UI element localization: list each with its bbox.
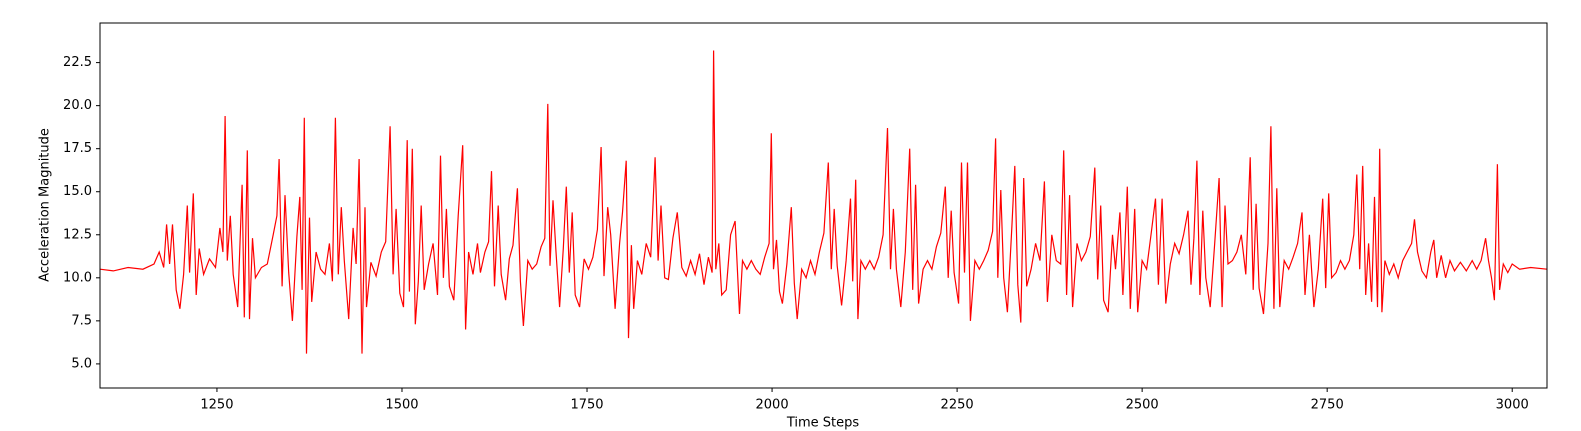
y-tick-label: 22.5 [63, 55, 92, 70]
x-tick-label: 1500 [385, 398, 418, 413]
y-axis-label: Acceleration Magnitude [38, 128, 53, 282]
y-tick-label: 17.5 [63, 141, 92, 156]
data-line [99, 50, 1548, 354]
x-tick-label: 3000 [1496, 398, 1529, 413]
y-tick-label: 10.0 [63, 270, 92, 285]
y-tick-label: 15.0 [63, 184, 92, 199]
y-tick-label: 20.0 [63, 98, 92, 113]
plot-frame [99, 22, 1548, 389]
x-tick-label: 2500 [1126, 398, 1159, 413]
x-tick-label: 1750 [570, 398, 603, 413]
x-tick-label: 2750 [1311, 398, 1344, 413]
x-tick-label: 2000 [756, 398, 789, 413]
y-tick-label: 7.5 [71, 313, 92, 328]
x-tick-label: 1250 [200, 398, 233, 413]
y-tick-label: 5.0 [71, 356, 92, 371]
y-tick-label: 12.5 [63, 227, 92, 242]
x-axis-label: Time Steps [786, 416, 860, 431]
x-tick-label: 2250 [941, 398, 974, 413]
